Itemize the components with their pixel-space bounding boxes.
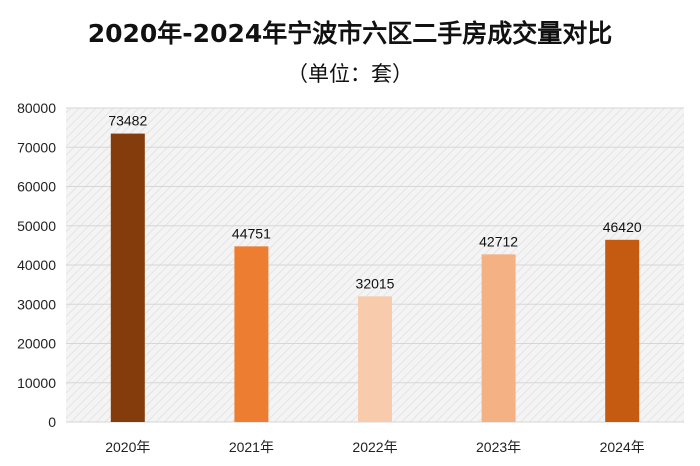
chart-title: 2020年-2024年宁波市六区二手房成交量对比 (87, 19, 613, 48)
x-tick-label: 2023年 (476, 439, 521, 455)
y-tick-label: 20000 (17, 336, 56, 352)
y-tick-label: 50000 (17, 218, 56, 234)
x-axis: 2020年 2021年 2022年 2023年 2024年 (105, 439, 645, 455)
data-label: 46420 (603, 219, 642, 235)
y-tick-label: 80000 (17, 100, 56, 116)
x-tick-label: 2020年 (105, 439, 150, 455)
y-tick-label: 30000 (17, 296, 56, 312)
data-label: 44751 (232, 225, 271, 241)
chart-subtitle: （单位：套） (287, 62, 413, 86)
bars (110, 133, 640, 423)
data-label: 73482 (108, 113, 147, 129)
y-tick-label: 0 (48, 414, 56, 430)
data-labels: 73482 44751 32015 42712 46420 (108, 113, 642, 292)
bar (110, 133, 145, 423)
x-tick-label: 2021年 (229, 439, 274, 455)
data-label: 42712 (479, 233, 518, 249)
y-tick-label: 60000 (17, 179, 56, 195)
y-tick-label: 70000 (17, 139, 56, 155)
y-tick-label: 10000 (17, 375, 56, 391)
x-tick-label: 2022年 (352, 439, 397, 455)
bar (234, 246, 269, 422)
y-axis: 0 10000 20000 30000 40000 50000 60000 70000 8000… (17, 100, 56, 430)
x-tick-label: 2024年 (600, 439, 645, 455)
y-tick-label: 40000 (17, 257, 56, 273)
data-label: 32015 (356, 275, 395, 291)
bar (605, 239, 640, 422)
bar (481, 254, 516, 422)
bar (358, 296, 392, 422)
